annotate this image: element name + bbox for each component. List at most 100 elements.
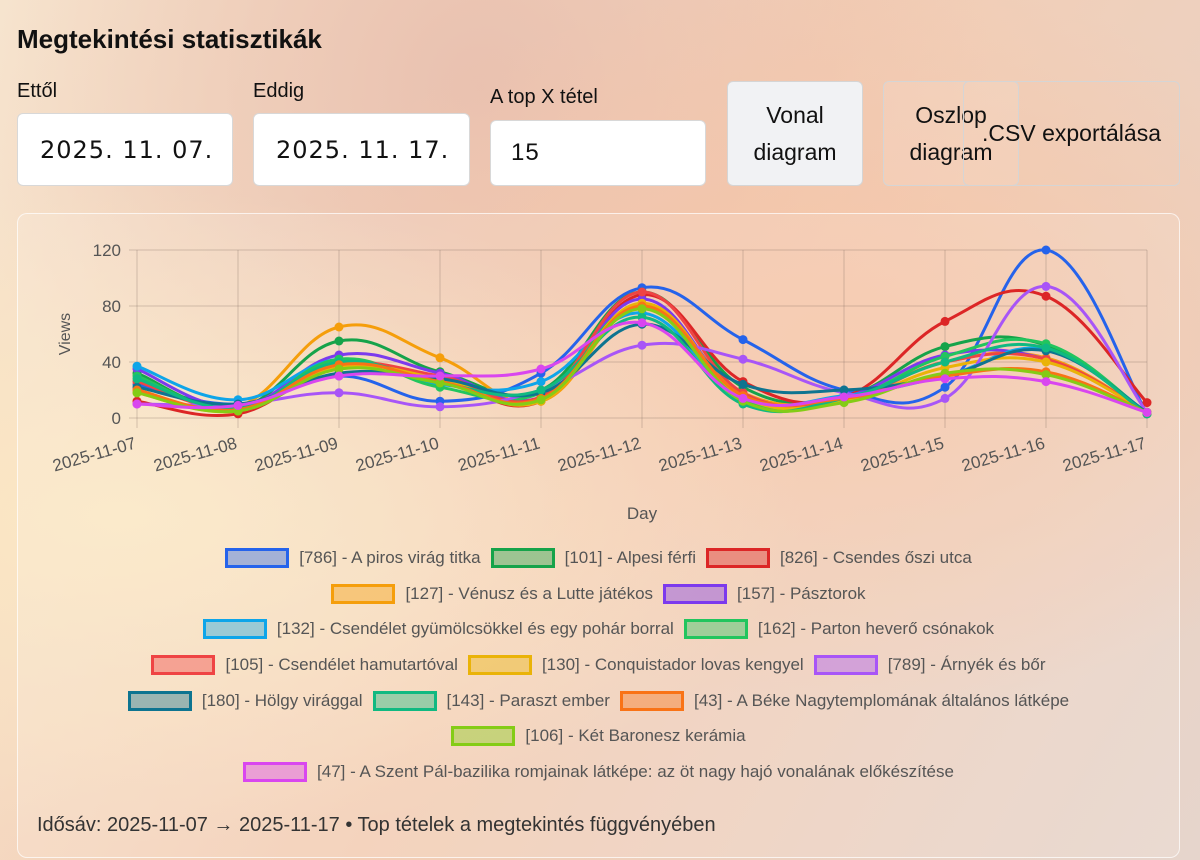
legend-swatch bbox=[451, 726, 516, 747]
data-point bbox=[940, 357, 950, 367]
data-point bbox=[536, 395, 546, 405]
data-point bbox=[1041, 291, 1051, 301]
legend-item[interactable]: [789] - Árnyék és bőr bbox=[813, 654, 1046, 675]
from-date-input[interactable]: 2025. 11. 07. bbox=[17, 113, 233, 186]
legend-item[interactable]: [127] - Vénusz és a Lutte játékos bbox=[331, 583, 654, 604]
legend-item[interactable]: [157] - Pásztorok bbox=[663, 583, 866, 604]
data-point bbox=[132, 361, 142, 371]
legend-item[interactable]: [180] - Hölgy virággal bbox=[127, 690, 363, 711]
footer-range-text: Idősáv: 2025-11-07 → 2025-11-17 • Top té… bbox=[37, 814, 716, 836]
data-point bbox=[132, 399, 142, 409]
data-point bbox=[738, 335, 748, 345]
legend-swatch bbox=[467, 654, 532, 675]
data-point bbox=[334, 388, 344, 398]
data-point bbox=[839, 392, 849, 402]
data-point bbox=[637, 304, 647, 314]
y-tick-label: 120 bbox=[93, 241, 121, 260]
legend-swatch bbox=[813, 654, 878, 675]
legend-item[interactable]: [786] - A piros virág titka bbox=[225, 547, 481, 568]
legend-label: [162] - Parton heverő csónakok bbox=[757, 619, 995, 639]
data-point bbox=[940, 374, 950, 384]
data-point bbox=[738, 354, 748, 364]
data-point bbox=[435, 402, 445, 412]
legend-row: [786] - A piros virág titka [101] - Alpes… bbox=[17, 540, 1180, 576]
x-tick-label: 2025-11-07 bbox=[50, 434, 138, 476]
legend-swatch bbox=[372, 690, 437, 711]
legend-row: [47] - A Szent Pál-bazilika romjainak lá… bbox=[17, 754, 1180, 790]
legend-item[interactable]: [47] - A Szent Pál-bazilika romjainak lá… bbox=[243, 761, 954, 782]
data-point bbox=[940, 316, 950, 326]
from-label: Ettől bbox=[17, 80, 58, 102]
series-line bbox=[136, 284, 1149, 414]
data-point bbox=[1041, 281, 1051, 291]
csv-export-button[interactable]: .CSV exportálása bbox=[963, 81, 1180, 186]
data-point bbox=[1041, 357, 1051, 367]
data-point bbox=[940, 342, 950, 352]
legend-swatch bbox=[202, 619, 267, 640]
data-point bbox=[637, 340, 647, 350]
legend-label: [143] - Paraszt ember bbox=[446, 690, 610, 710]
data-point bbox=[334, 364, 344, 374]
legend-label: [43] - A Béke Nagytemplomának általános … bbox=[693, 690, 1070, 710]
line-chart: 0 40 80 120 2025-11-07 2025-11-08 2025-11-09 20… bbox=[50, 241, 1152, 523]
line-chart-button[interactable]: Vonal diagram bbox=[727, 81, 863, 186]
legend-swatch bbox=[663, 583, 728, 604]
x-tick-label: 2025-11-12 bbox=[555, 434, 643, 476]
data-point bbox=[637, 318, 647, 328]
legend-row: [180] - Hölgy virággal [143] - Paraszt em… bbox=[17, 683, 1180, 719]
data-point bbox=[1142, 398, 1152, 408]
x-tick-label: 2025-11-11 bbox=[456, 434, 542, 476]
data-point bbox=[334, 371, 344, 381]
data-point bbox=[940, 393, 950, 403]
legend-label: [47] - A Szent Pál-bazilika romjainak lá… bbox=[317, 761, 954, 781]
top-x-label: A top X tétel bbox=[490, 86, 598, 108]
legend-item[interactable]: [143] - Paraszt ember bbox=[372, 690, 610, 711]
x-axis-title: Day bbox=[627, 504, 658, 523]
legend-item[interactable]: [106] - Két Baronesz kerámia bbox=[451, 726, 746, 747]
x-tick-label: 2025-11-16 bbox=[959, 434, 1047, 476]
legend-label: [101] - Alpesi férfi bbox=[564, 547, 696, 567]
bar-chart-button[interactable]: Oszlop diagram bbox=[883, 81, 1019, 186]
to-label: Eddig bbox=[253, 80, 305, 102]
data-point bbox=[233, 400, 243, 410]
y-tick-label: 80 bbox=[102, 297, 121, 316]
legend-swatch bbox=[619, 690, 684, 711]
to-date-input[interactable]: 2025. 11. 17. bbox=[253, 113, 470, 186]
legend-label: [127] - Vénusz és a Lutte játékos bbox=[405, 583, 654, 603]
data-point bbox=[536, 364, 546, 374]
legend-item[interactable]: [130] - Conquistador lovas kengyel bbox=[467, 654, 804, 675]
data-point bbox=[536, 385, 546, 395]
x-tick-label: 2025-11-17 bbox=[1060, 434, 1148, 476]
data-point bbox=[435, 353, 445, 363]
x-tick-label: 2025-11-10 bbox=[353, 434, 441, 476]
legend-label: [826] - Csendes őszi utca bbox=[779, 547, 972, 567]
legend-label: [157] - Pásztorok bbox=[737, 583, 866, 603]
legend-label: [130] - Conquistador lovas kengyel bbox=[541, 654, 804, 674]
legend-item[interactable]: [101] - Alpesi férfi bbox=[490, 547, 696, 568]
data-point bbox=[435, 371, 445, 381]
legend-label: [180] - Hölgy virággal bbox=[201, 690, 363, 710]
top-x-input[interactable]: 15 bbox=[490, 120, 706, 186]
legend-label: [106] - Két Baronesz kerámia bbox=[525, 726, 746, 746]
legend-swatch bbox=[127, 690, 192, 711]
data-point bbox=[1041, 377, 1051, 387]
data-point bbox=[940, 382, 950, 392]
legend-item[interactable]: [826] - Csendes őszi utca bbox=[705, 547, 972, 568]
legend-item[interactable]: [105] - Csendélet hamutartóval bbox=[151, 654, 458, 675]
y-axis-title: Views bbox=[57, 313, 74, 355]
legend-item[interactable]: [43] - A Béke Nagytemplomának általános … bbox=[619, 690, 1070, 711]
data-point bbox=[1142, 407, 1152, 417]
x-tick-label: 2025-11-14 bbox=[757, 434, 845, 476]
data-point bbox=[738, 393, 748, 403]
legend-swatch bbox=[683, 619, 748, 640]
page-title: Megtekintési statisztikák bbox=[17, 24, 322, 54]
legend-item[interactable]: [162] - Parton heverő csónakok bbox=[683, 619, 995, 640]
data-point bbox=[132, 374, 142, 384]
data-point bbox=[637, 287, 647, 297]
legend-label: [789] - Árnyék és bőr bbox=[887, 654, 1046, 674]
legend-label: [132] - Csendélet gyümölcsökkel és egy p… bbox=[276, 619, 674, 639]
legend-item[interactable]: [132] - Csendélet gyümölcsökkel és egy p… bbox=[202, 619, 674, 640]
legend-swatch bbox=[225, 547, 290, 568]
x-tick-label: 2025-11-08 bbox=[151, 434, 239, 476]
legend-row: [127] - Vénusz és a Lutte játékos [157] -… bbox=[17, 576, 1180, 612]
